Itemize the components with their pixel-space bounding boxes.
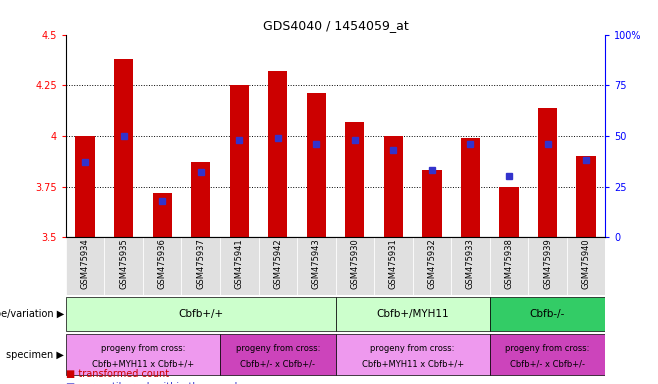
Bar [259, 237, 297, 295]
Bar [153, 193, 172, 237]
Text: GSM475940: GSM475940 [582, 238, 591, 289]
Text: Cbfb+MYH11 x Cbfb+/+: Cbfb+MYH11 x Cbfb+/+ [362, 360, 464, 369]
Bar [143, 237, 182, 295]
Bar [451, 237, 490, 295]
Bar [422, 170, 442, 237]
Bar [336, 334, 490, 376]
Bar [499, 187, 519, 237]
Bar [528, 237, 567, 295]
Bar [268, 71, 288, 237]
Bar [105, 237, 143, 295]
Bar [66, 334, 220, 376]
Bar [576, 156, 595, 237]
Text: GSM475938: GSM475938 [505, 238, 513, 289]
Bar [490, 297, 605, 331]
Text: GSM475930: GSM475930 [350, 238, 359, 289]
Text: GSM475933: GSM475933 [466, 238, 475, 289]
Text: GSM475939: GSM475939 [543, 238, 552, 289]
Text: Cbfb+/- x Cbfb+/-: Cbfb+/- x Cbfb+/- [240, 360, 315, 369]
Bar [490, 334, 605, 376]
Bar [336, 237, 374, 295]
Bar [76, 136, 95, 237]
Bar [413, 237, 451, 295]
Bar [567, 237, 605, 295]
Text: progeny from cross:: progeny from cross: [236, 344, 320, 353]
Text: GSM475937: GSM475937 [196, 238, 205, 289]
Text: Cbfb+/+: Cbfb+/+ [178, 309, 223, 319]
Bar [336, 297, 490, 331]
Text: GSM475932: GSM475932 [428, 238, 436, 289]
Text: specimen ▶: specimen ▶ [6, 349, 64, 359]
Bar [220, 237, 259, 295]
Bar [490, 237, 528, 295]
Text: progeny from cross:: progeny from cross: [370, 344, 455, 353]
Text: progeny from cross:: progeny from cross: [101, 344, 185, 353]
Text: GSM475941: GSM475941 [235, 238, 243, 289]
Text: Cbfb+MYH11 x Cbfb+/+: Cbfb+MYH11 x Cbfb+/+ [92, 360, 194, 369]
Text: GSM475943: GSM475943 [312, 238, 321, 289]
Bar [182, 237, 220, 295]
Text: GSM475935: GSM475935 [119, 238, 128, 289]
Bar [66, 237, 105, 295]
Text: GSM475942: GSM475942 [273, 238, 282, 289]
Text: GSM475934: GSM475934 [80, 238, 89, 289]
Text: ■ transformed count: ■ transformed count [66, 369, 169, 379]
Bar [114, 59, 133, 237]
Bar [374, 237, 413, 295]
Bar [230, 85, 249, 237]
Bar [191, 162, 211, 237]
Text: progeny from cross:: progeny from cross: [505, 344, 590, 353]
Text: Cbfb-/-: Cbfb-/- [530, 309, 565, 319]
Title: GDS4040 / 1454059_at: GDS4040 / 1454059_at [263, 19, 409, 32]
Bar [384, 136, 403, 237]
Text: ■ percentile rank within the sample: ■ percentile rank within the sample [66, 382, 243, 384]
Bar [461, 138, 480, 237]
Text: GSM475936: GSM475936 [158, 238, 166, 289]
Bar [538, 108, 557, 237]
Text: Cbfb+/- x Cbfb+/-: Cbfb+/- x Cbfb+/- [510, 360, 585, 369]
Text: genotype/variation ▶: genotype/variation ▶ [0, 309, 64, 319]
Text: Cbfb+/MYH11: Cbfb+/MYH11 [376, 309, 449, 319]
Bar [66, 297, 336, 331]
Bar [220, 334, 336, 376]
Bar [297, 237, 336, 295]
Bar [345, 122, 365, 237]
Text: GSM475931: GSM475931 [389, 238, 398, 289]
Bar [307, 93, 326, 237]
